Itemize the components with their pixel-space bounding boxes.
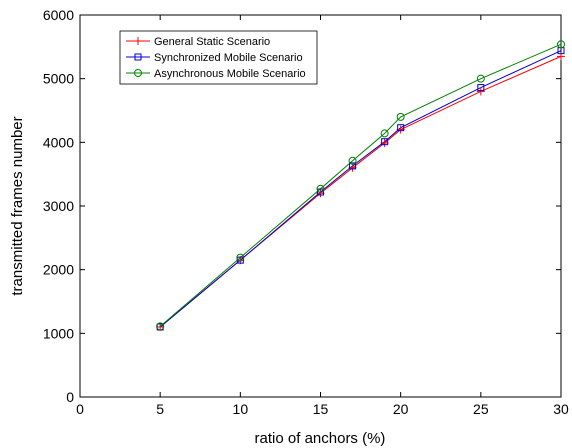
legend-box (119, 30, 318, 85)
y-tick-label: 1000 (43, 325, 74, 341)
legend: General Static Scenario Synchronized Mobi… (119, 30, 318, 85)
x-tick-label: 20 (393, 401, 409, 417)
data-point-circle (348, 156, 357, 165)
legend-marker (134, 69, 142, 77)
data-point-circle (396, 112, 405, 121)
data-point-circle (476, 74, 485, 83)
data-point-square (397, 124, 405, 132)
series-line-3 (159, 43, 562, 327)
x-tick-label: 30 (553, 401, 569, 417)
y-tick-label: 3000 (43, 198, 74, 214)
x-tick-label: 15 (313, 401, 329, 417)
x-axis-label: ratio of anchors (%) (255, 430, 386, 447)
data-point-circle (236, 253, 245, 262)
data-point-circle (557, 40, 565, 49)
data-point-square (381, 138, 389, 146)
data-point-square (317, 188, 324, 196)
y-tick-label: 2000 (43, 262, 74, 278)
y-tick-label: 0 (66, 389, 74, 405)
y-tick-label: 5000 (43, 71, 74, 87)
data-point-square (477, 84, 485, 92)
legend-label: General Static Scenario (154, 36, 270, 48)
series-lines (159, 43, 562, 328)
axis-ticks (79, 14, 562, 398)
legend-marker (134, 53, 142, 61)
x-tick-label: 25 (473, 401, 489, 417)
data-point-square (349, 162, 357, 170)
legend-marker (134, 37, 142, 45)
legend-label: Asynchronous Mobile Scenario (154, 68, 306, 80)
data-point-circle (156, 322, 165, 331)
y-tick-label: 6000 (43, 7, 74, 23)
series-line-2 (159, 50, 562, 328)
axis-tick-labels: 0 5 10 15 20 25 30 0 1000 2000 3000 4000 5000 6000 (43, 7, 569, 417)
data-point-circle (380, 129, 389, 138)
legend-label: Synchronized Mobile Scenario (154, 52, 303, 64)
data-point-plus (476, 87, 485, 96)
y-axis-label: transmitted frames number (9, 116, 26, 295)
x-tick-label: 10 (233, 401, 249, 417)
x-tick-label: 5 (156, 401, 164, 417)
data-point-circle (316, 184, 325, 193)
series-markers (156, 40, 565, 331)
y-tick-label: 4000 (43, 134, 74, 150)
x-tick-label: 0 (76, 401, 84, 417)
